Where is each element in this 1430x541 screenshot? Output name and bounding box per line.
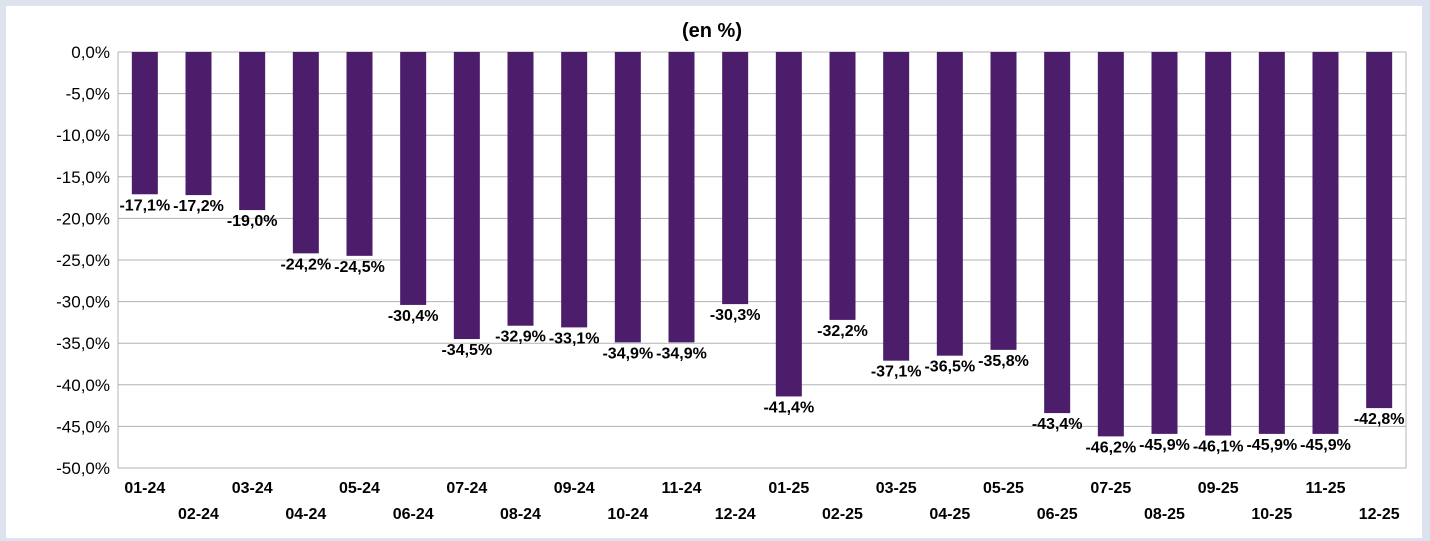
data-label: -24,2% [280,256,331,273]
y-tick-label: -15,0% [56,168,110,187]
bar-chart: (en %) 0,0% -5,0% -10,0% -15,0% -20,0% -25,0%… [56,20,1407,523]
data-label: -46,2% [1085,439,1136,456]
y-tick-label: -20,0% [56,209,110,228]
x-tick-label: 11-25 [1305,480,1345,497]
x-tick-label: 09-25 [1198,480,1239,497]
data-label: -36,5% [924,359,975,376]
gridlines [117,51,1407,469]
bar [1258,52,1285,434]
data-label: -34,5% [441,342,492,359]
data-label: -34,9% [602,345,653,362]
data-label: -43,4% [1032,416,1083,433]
data-label: -34,9% [656,345,707,362]
y-tick-label: -40,0% [56,376,110,395]
x-tick-label: 01-25 [768,480,809,497]
bar [668,52,695,343]
bar [561,52,588,328]
data-label: -35,8% [978,353,1029,370]
bars [131,52,1393,437]
data-label: -32,2% [817,323,868,340]
bar [990,52,1017,350]
y-tick-label: -5,0% [66,85,110,104]
bar [346,52,373,256]
x-tick-label: 06-25 [1037,506,1078,523]
bar [1151,52,1178,434]
data-label: -37,1% [871,364,922,381]
data-label: -24,5% [334,259,385,276]
bar [936,52,963,356]
x-tick-label: 06-24 [393,506,434,523]
x-tick-label: 12-25 [1359,506,1400,523]
chart-frame: (en %) 0,0% -5,0% -10,0% -15,0% -20,0% -25,0%… [6,6,1422,538]
bar [185,52,212,196]
x-tick-label: 05-25 [983,480,1024,497]
x-tick-label: 05-24 [339,480,380,497]
data-label: -19,0% [227,213,278,230]
data-label: -30,3% [710,307,761,324]
x-tick-label: 11-24 [661,480,701,497]
x-tick-label: 08-24 [500,506,541,523]
data-labels: -17,1% -17,2%-19,0%-24,2% -24,5%-30,4%-34,… [119,197,1404,456]
x-tick-label: 04-25 [929,506,970,523]
data-label: -32,9% [495,329,546,346]
data-label: -41,4% [763,399,814,416]
bar [1205,52,1232,436]
x-tick-label: 09-24 [554,480,595,497]
bar [1044,52,1071,414]
data-label: -33,1% [549,330,600,347]
data-label: -42,8% [1354,411,1405,428]
bar [1097,52,1124,437]
y-tick-label: -45,0% [56,417,110,436]
data-label: -46,1% [1193,439,1244,456]
bar [131,52,158,195]
data-label: -17,2% [173,198,224,215]
bar [722,52,749,305]
x-tick-label: 01-24 [124,480,165,497]
y-tick-label: -25,0% [56,251,110,270]
y-axis-tick-labels: 0,0% -5,0% -10,0% -15,0% -20,0% -25,0% -30,0% -… [56,43,110,478]
data-label: -30,4% [388,308,439,325]
bar [453,52,480,340]
data-label: -17,1% [119,197,170,214]
bar [614,52,641,343]
x-tick-label: 08-25 [1144,506,1185,523]
x-tick-label: 10-25 [1251,506,1292,523]
bar [239,52,266,211]
bar [1366,52,1393,409]
x-tick-label: 12-24 [715,506,756,523]
x-tick-label: 03-25 [876,480,917,497]
x-tick-label: 07-24 [446,480,487,497]
x-tick-label: 07-25 [1090,480,1131,497]
y-tick-label: -30,0% [56,293,110,312]
data-label: -45,9% [1300,437,1351,454]
bar [1312,52,1339,434]
y-tick-label: -50,0% [56,459,110,478]
data-label: -45,9% [1139,437,1190,454]
bar [292,52,319,254]
y-tick-label: -35,0% [56,334,110,353]
bar [400,52,427,305]
y-tick-label: 0,0% [71,43,110,62]
data-label: -45,9% [1246,437,1297,454]
bar [883,52,910,361]
x-tick-label: 04-24 [285,506,326,523]
x-tick-label: 10-24 [607,506,648,523]
chart-title: (en %) [682,20,742,42]
bar [507,52,534,326]
bar [775,52,802,397]
x-axis-tick-labels: 01-24 02-24 03-24 04-24 05-24 06-24 07-24 08-24… [124,480,1399,523]
x-tick-label: 03-24 [232,480,273,497]
bar [829,52,856,320]
x-tick-label: 02-24 [178,506,219,523]
x-tick-label: 02-25 [822,506,863,523]
y-tick-label: -10,0% [56,126,110,145]
